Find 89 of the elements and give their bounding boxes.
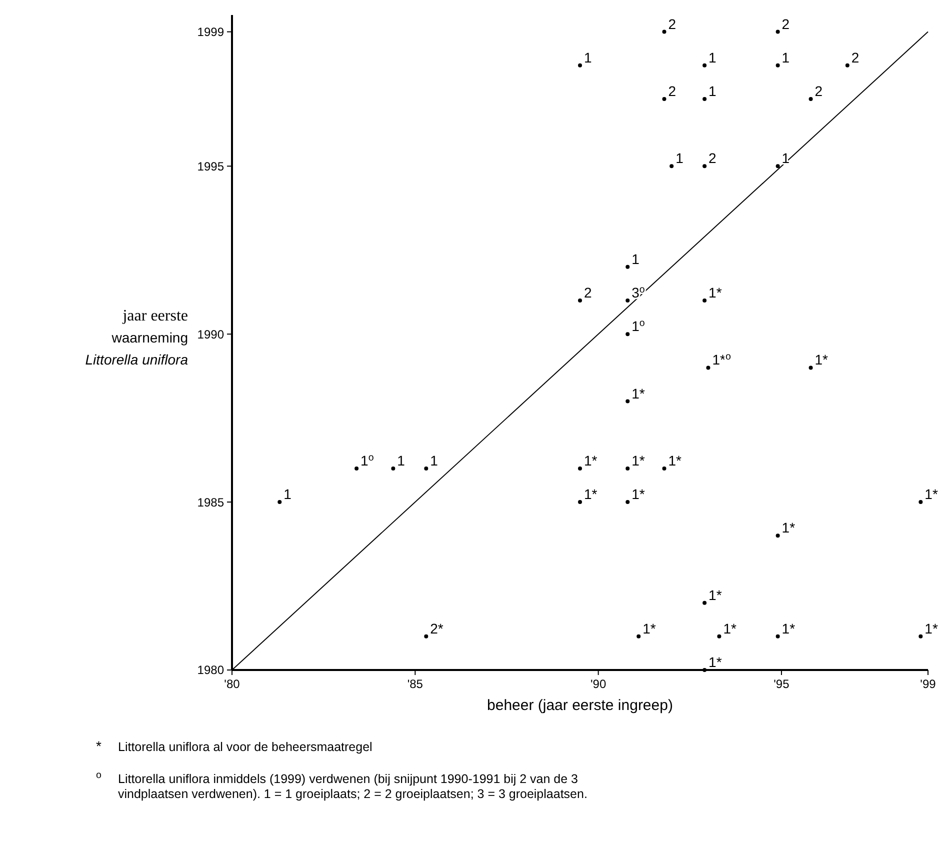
annotation: 1 <box>782 150 790 166</box>
point <box>578 298 582 303</box>
annotation: 1* <box>924 486 938 502</box>
point <box>808 366 813 370</box>
point <box>626 466 630 470</box>
annotation: 1$^{o}$ <box>632 318 646 334</box>
point <box>662 96 666 101</box>
point <box>670 164 674 168</box>
annotation: 2 <box>851 49 860 66</box>
point <box>662 30 666 34</box>
point <box>702 63 707 68</box>
point <box>626 399 630 404</box>
x-tick-label: '85 <box>407 677 424 691</box>
point <box>702 298 707 303</box>
y-tick-label: 1985 <box>197 495 224 510</box>
annotation: 2 <box>782 16 790 32</box>
point <box>702 600 707 605</box>
point <box>845 63 850 68</box>
point <box>706 366 710 370</box>
annotation: 1* <box>708 284 722 301</box>
point <box>702 96 707 101</box>
y-tick-label: 1980 <box>197 663 224 678</box>
annotation: 1$^{o}$ <box>360 452 374 468</box>
y-tick-label: 1999 <box>197 24 224 39</box>
annotation: 1* <box>708 586 722 603</box>
annotation: 2 <box>584 284 592 301</box>
annotation: 1* <box>782 620 796 636</box>
point <box>626 298 630 303</box>
x-axis-title: beheer (jaar eerste ingreep) <box>487 697 673 714</box>
annotation: 1 <box>397 452 406 468</box>
annotation: 1* <box>584 452 598 468</box>
point <box>776 30 780 34</box>
annotation: 1 <box>676 150 684 166</box>
annotation: 1* <box>782 520 796 536</box>
point <box>626 264 630 269</box>
annotation: 1 <box>782 49 790 66</box>
point <box>662 466 666 470</box>
x-tick-label: '95 <box>774 677 790 691</box>
annotation: 1* <box>632 385 646 402</box>
point <box>278 500 282 504</box>
y-axis-title: jaar eerste waarneming Littorella uniflora <box>85 308 188 368</box>
point <box>424 634 428 638</box>
annotation: 2 <box>668 16 676 32</box>
annotation: 1* <box>924 620 938 636</box>
x-tick-label: '90 <box>590 677 606 691</box>
annotation: 1 <box>430 452 438 468</box>
annotation: 1* <box>632 452 646 468</box>
point <box>702 164 707 168</box>
annotation: 1 <box>284 486 292 502</box>
point <box>578 500 582 504</box>
annotation: 1* <box>723 620 737 636</box>
y-tick-label: 1995 <box>197 159 224 174</box>
x-tick-label: '99 <box>920 677 936 691</box>
text: * Littorella uniflora al voor de beheersmaatregel <box>96 738 372 754</box>
point <box>636 634 641 638</box>
annotation: 1* <box>668 452 682 468</box>
point <box>776 164 780 168</box>
annotation: 1* <box>632 486 646 502</box>
point <box>626 500 630 504</box>
x-tick-label: '80 <box>224 677 240 691</box>
point <box>808 96 813 101</box>
annotation: 1 <box>708 49 717 66</box>
y-tick-label: 1990 <box>197 327 224 342</box>
point <box>918 634 923 638</box>
point <box>354 466 359 470</box>
annotation: 1* <box>814 352 829 368</box>
annotation: 1* <box>584 486 598 502</box>
point <box>918 500 923 504</box>
point <box>717 634 722 638</box>
annotation: 2 <box>708 150 717 166</box>
annotation: 3$^{o}$ <box>632 284 646 301</box>
annotation: 1* <box>642 620 656 636</box>
annotation: 1* <box>708 654 722 670</box>
annotation: 1 <box>584 49 592 66</box>
point <box>578 63 582 68</box>
annotation: 1 <box>708 82 717 99</box>
point <box>776 534 780 538</box>
annotation: 2* <box>430 620 444 636</box>
annotation: 1*$^{o}$ <box>712 351 732 368</box>
annotation: 1 <box>632 250 640 267</box>
point <box>776 63 780 68</box>
point <box>391 466 396 470</box>
point <box>626 332 630 336</box>
annotation: 2 <box>814 82 823 99</box>
point <box>702 668 707 672</box>
point <box>424 466 428 470</box>
point <box>776 634 780 638</box>
point <box>578 466 582 470</box>
annotation: 2 <box>668 82 676 99</box>
